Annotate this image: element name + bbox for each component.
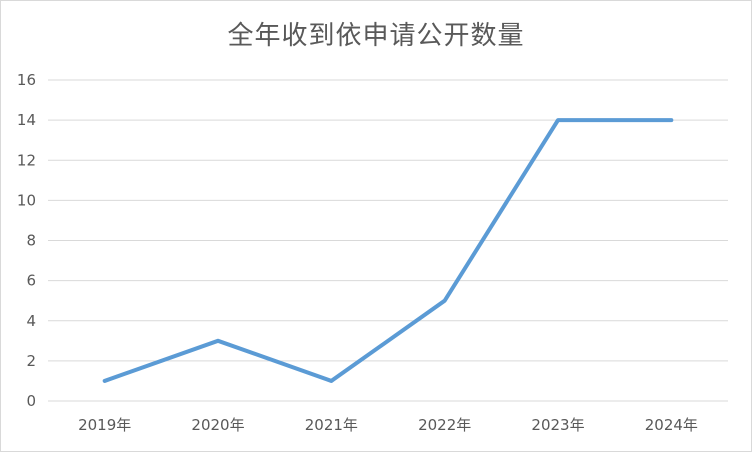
x-tick-label: 2024年 [645,416,698,434]
y-tick-label: 0 [26,392,36,410]
y-tick-label: 10 [17,191,36,209]
x-tick-label: 2023年 [531,416,584,434]
series-line-0 [102,118,674,383]
y-tick-label: 6 [26,272,36,290]
y-tick-label: 12 [17,151,36,169]
y-tick-label: 2 [26,352,36,370]
gridlines [48,79,728,402]
x-axis-ticks: 2019年 2020年 2021年 2022年 2023年 2024年 [78,416,698,434]
x-tick-label: 2019年 [78,416,131,434]
x-tick-label: 2020年 [191,416,244,434]
y-tick-label: 8 [26,232,36,250]
chart-title: 全年收到依申请公开数量 [227,21,525,51]
y-tick-label: 4 [26,312,36,330]
x-tick-label: 2021年 [305,416,358,434]
y-tick-label: 14 [17,111,36,129]
y-tick-label: 16 [17,71,36,89]
y-axis-ticks: 0 2 4 6 8 10 12 14 16 [17,71,36,410]
series [102,118,674,383]
x-tick-label: 2022年 [418,416,471,434]
